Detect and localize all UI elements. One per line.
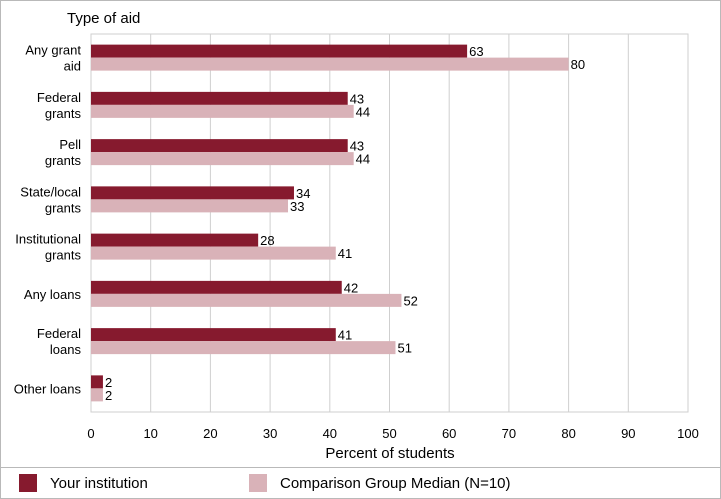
x-tick-label: 30	[263, 426, 277, 441]
value-label: 33	[290, 199, 304, 214]
bar-comparison-group	[91, 293, 402, 307]
value-label: 80	[571, 57, 585, 72]
x-tick-label: 60	[442, 426, 456, 441]
legend-divider	[1, 467, 720, 468]
x-tick-label: 80	[561, 426, 575, 441]
category-label: Other loans	[14, 381, 82, 396]
category-label: Any grant aid	[25, 43, 81, 74]
x-tick-label: 90	[621, 426, 635, 441]
x-tick-label: 40	[323, 426, 337, 441]
bar-chart: Type of aid 6380434443443433284142524151…	[14, 10, 699, 462]
category-label-line: Federal	[37, 90, 81, 105]
category-label-line: grants	[45, 153, 82, 168]
category-label-line: Federal	[37, 326, 81, 341]
bar-comparison-group	[91, 199, 289, 213]
category-label-line: aid	[64, 59, 81, 74]
bar-your-institution	[91, 375, 103, 389]
category-label-line: State/local	[20, 184, 81, 199]
category-label-line: Other loans	[14, 381, 82, 396]
x-tick-label: 100	[677, 426, 699, 441]
legend-swatch-comparison-group	[249, 474, 267, 492]
legend-label-your-institution: Your institution	[50, 474, 148, 492]
category-label: Institutional grants	[15, 232, 81, 263]
bar-your-institution	[91, 44, 468, 58]
category-label-line: Pell	[59, 137, 81, 152]
x-axis-ticks: 0 10 20 30 40 50 60 70 80 90 100	[87, 426, 698, 441]
value-label: 52	[403, 293, 417, 308]
x-tick-label: 10	[143, 426, 157, 441]
value-label: 42	[344, 280, 358, 295]
legend: Your institution Comparison Group Median…	[1, 468, 720, 498]
value-label: 43	[350, 91, 364, 106]
value-label: 2	[105, 388, 112, 403]
legend-swatch-your-institution	[19, 474, 37, 492]
value-label: 28	[260, 233, 274, 248]
value-label: 44	[356, 152, 370, 167]
category-label-line: grants	[45, 248, 82, 263]
category-label: Federal grants	[37, 90, 82, 121]
bar-comparison-group	[91, 341, 396, 355]
value-label: 43	[350, 139, 364, 154]
category-label: State/local grants	[20, 184, 81, 215]
x-tick-label: 70	[502, 426, 516, 441]
value-label: 41	[338, 246, 352, 261]
bar-comparison-group	[91, 246, 336, 260]
category-label-line: grants	[45, 200, 82, 215]
category-label: Federal loans	[37, 326, 82, 357]
bar-your-institution	[91, 280, 342, 294]
bar-your-institution	[91, 233, 259, 247]
value-label: 34	[296, 186, 310, 201]
bar-your-institution	[91, 328, 336, 342]
bar-comparison-group	[91, 388, 103, 402]
bar-comparison-group	[91, 57, 569, 71]
x-tick-label: 50	[382, 426, 396, 441]
legend-label-comparison-group: Comparison Group Median (N=10)	[280, 474, 511, 492]
chart-title: Type of aid	[67, 10, 140, 27]
legend-item-comparison-group: Comparison Group Median (N=10)	[249, 468, 511, 498]
category-label-line: Any grant	[25, 43, 81, 58]
bar-your-institution	[91, 91, 348, 105]
category-label-line: Any loans	[24, 287, 82, 302]
grid-lines	[90, 33, 689, 413]
value-label: 2	[105, 375, 112, 390]
category-label: Pell grants	[45, 137, 82, 168]
bar-your-institution	[91, 139, 348, 153]
x-axis-label: Percent of students	[325, 445, 454, 462]
category-label-line: loans	[50, 342, 82, 357]
value-label: 44	[356, 104, 370, 119]
bar-comparison-group	[91, 104, 354, 118]
x-tick-label: 20	[203, 426, 217, 441]
x-tick-label: 0	[87, 426, 94, 441]
value-label: 63	[469, 44, 483, 59]
value-label: 41	[338, 328, 352, 343]
value-label: 51	[397, 341, 411, 356]
bars	[91, 44, 569, 402]
category-label-line: grants	[45, 106, 82, 121]
category-label-line: Institutional	[15, 232, 81, 247]
bar-comparison-group	[91, 152, 354, 166]
bar-your-institution	[91, 186, 294, 200]
category-label: Any loans	[24, 287, 82, 302]
legend-item-your-institution: Your institution	[19, 468, 148, 498]
